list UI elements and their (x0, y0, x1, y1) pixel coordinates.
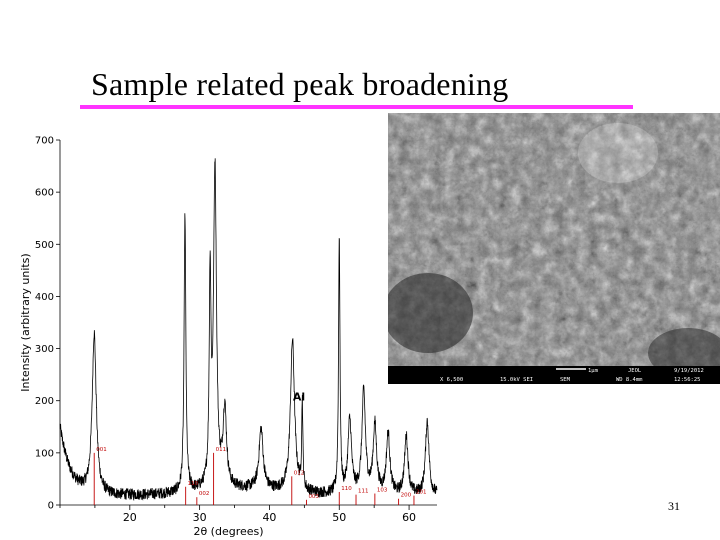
sem-scale-label: 1µm (588, 368, 599, 374)
reference-label: 001 (96, 447, 107, 453)
y-tick-label: 100 (35, 448, 54, 459)
reference-lines (93, 452, 415, 505)
chart-labels: 0 100 200 300 400 500 600 700 20 30 40 50 60 2θ (degr… (19, 136, 426, 539)
x-tick-label: 20 (123, 511, 137, 524)
y-tick-label: 500 (35, 240, 54, 251)
title-underline (80, 105, 633, 109)
sem-magnification: X 6,500 (440, 377, 463, 383)
x-tick-label: 30 (193, 511, 207, 524)
xrd-trace (59, 158, 438, 502)
xrd-chart: 0 100 200 300 400 500 600 700 20 30 40 50 60 2θ (degr… (19, 136, 438, 539)
reference-label: 200 (401, 493, 412, 499)
reference-label: 002 (199, 491, 210, 497)
sem-time: 12:56:25 (674, 377, 701, 383)
sem-micrograph: 1µm JEOL 9/19/2012 X 6,500 15.0kV SEI SE… (388, 113, 720, 384)
sem-date: 9/19/2012 (674, 368, 704, 374)
sem-shadow (648, 328, 720, 378)
sem-mode: SEM (560, 377, 571, 383)
sem-voltage: 15.0kV SEI (500, 377, 533, 383)
y-tick-label: 200 (35, 396, 54, 407)
reference-label: 201 (416, 490, 427, 496)
reference-label: 012 (294, 470, 305, 476)
y-axis-label: Intensity (arbitrary units) (19, 253, 32, 391)
chart-axes (56, 139, 437, 510)
reference-label: 011 (216, 447, 227, 453)
reference-label: 110 (341, 486, 352, 492)
x-axis-label: 2θ (degrees) (193, 525, 263, 538)
sem-highlight (578, 123, 658, 183)
y-tick-label: 300 (35, 344, 54, 355)
slide-title: Sample related peak broadening (91, 66, 509, 102)
reference-label: 003 (308, 494, 319, 500)
x-tick-label: 60 (402, 511, 416, 524)
reference-label: 111 (358, 489, 369, 495)
page-number: 31 (668, 499, 680, 513)
sem-brand: JEOL (628, 368, 642, 374)
sem-shadow (388, 273, 473, 353)
sem-working-distance: WD 8.4mm (616, 377, 643, 383)
reference-label: 103 (377, 488, 388, 494)
y-tick-label: 700 (35, 136, 54, 147)
y-tick-label: 600 (35, 188, 54, 199)
peak-annotation: Al (293, 391, 305, 404)
reference-label: 110 (188, 481, 199, 487)
x-tick-label: 50 (332, 511, 346, 524)
x-tick-label: 40 (262, 511, 276, 524)
sem-info-bar (388, 366, 720, 384)
y-tick-label: 0 (48, 501, 54, 512)
y-tick-label: 400 (35, 292, 54, 303)
